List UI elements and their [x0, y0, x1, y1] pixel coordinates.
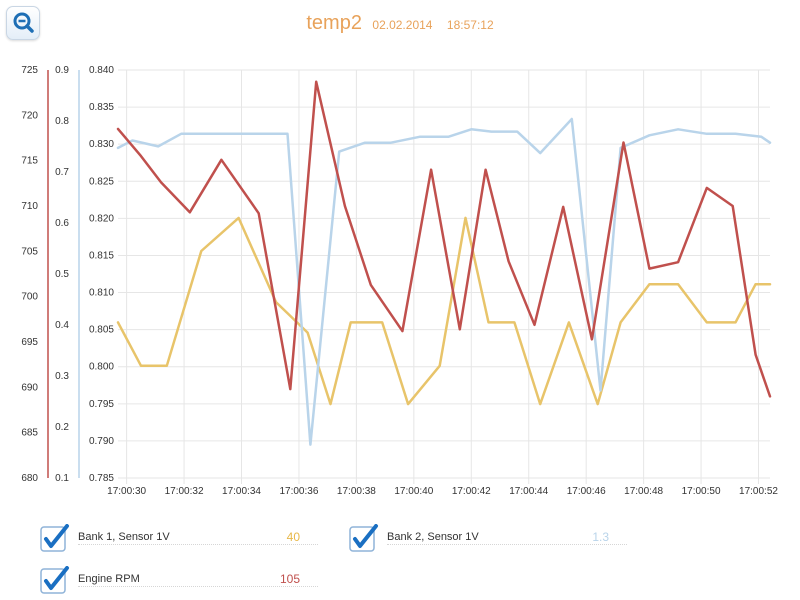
legend-label: Bank 1, Sensor 1V: [78, 531, 170, 543]
y-tick-label-bank2: 0.805: [89, 325, 114, 336]
y-tick-label-bank1: 0.8: [55, 116, 69, 127]
x-tick-label: 17:00:36: [279, 486, 318, 497]
x-tick-label: 17:00:50: [682, 486, 721, 497]
y-tick-label-bank2: 0.810: [89, 288, 114, 299]
x-tick-label: 17:00:38: [337, 486, 376, 497]
series-line-bank2: [116, 117, 772, 446]
y-tick-label-rpm: 710: [21, 201, 38, 212]
chart-title-date: 02.02.2014: [372, 18, 433, 32]
y-tick-label-bank2: 0.835: [89, 102, 114, 113]
checkbox-checked-icon[interactable]: [40, 566, 70, 596]
legend-value: 40: [286, 530, 300, 544]
legend-label: Engine RPM: [78, 573, 140, 585]
legend-leader: [387, 544, 627, 545]
x-tick-label: 17:00:30: [107, 486, 146, 497]
y-tick-label-bank2: 0.795: [89, 399, 114, 410]
y-tick-label-bank1: 0.5: [55, 269, 69, 280]
legend-value: 1.3: [592, 530, 609, 544]
legend-leader: [78, 586, 318, 587]
y-tick-label-bank2: 0.825: [89, 176, 114, 187]
y-tick-label-bank1: 0.1: [55, 473, 69, 484]
y-tick-label-rpm: 685: [21, 428, 38, 439]
x-tick-label: 17:00:32: [165, 486, 204, 497]
y-tick-label-bank1: 0.7: [55, 167, 69, 178]
y-tick-label-rpm: 690: [21, 382, 38, 393]
x-tick-label: 17:00:52: [739, 486, 778, 497]
y-tick-label-bank2: 0.790: [89, 436, 114, 447]
y-tick-label-rpm: 720: [21, 110, 38, 121]
y-tick-label-rpm: 700: [21, 292, 38, 303]
series-line-bank1: [116, 216, 772, 406]
y-tick-label-bank2: 0.785: [89, 473, 114, 484]
legend-leader: [78, 544, 318, 545]
y-tick-label-bank2: 0.840: [89, 65, 114, 76]
y-tick-label-bank1: 0.4: [55, 320, 69, 331]
line-chart: 17:00:30 17:00:32 17:00:34 17:00:36 17:00:38…: [21, 65, 778, 497]
chart-title: temp2 02.02.2014 18:57:12: [0, 12, 800, 35]
legend-label: Bank 2, Sensor 1V: [387, 531, 479, 543]
x-tick-label: 17:00:44: [509, 486, 548, 497]
y-tick-label-bank2: 0.830: [89, 139, 114, 150]
y-tick-label-rpm: 705: [21, 246, 38, 257]
y-tick-label-bank1: 0.3: [55, 371, 69, 382]
x-tick-label: 17:00:42: [452, 486, 491, 497]
y-tick-label-bank1: 0.9: [55, 65, 69, 76]
x-tick-label: 17:00:34: [222, 486, 261, 497]
zoom-out-icon: [13, 12, 34, 33]
checkbox-checked-icon[interactable]: [40, 524, 70, 554]
y-tick-label-bank2: 0.800: [89, 362, 114, 373]
y-tick-label-bank2: 0.820: [89, 213, 114, 224]
y-tick-label-rpm: 680: [21, 473, 38, 484]
chart-title-time: 18:57:12: [446, 18, 494, 32]
y-tick-label-bank1: 0.6: [55, 218, 69, 229]
x-tick-label: 17:00:40: [394, 486, 433, 497]
checkbox-checked-icon[interactable]: [349, 524, 379, 554]
y-tick-label-bank2: 0.815: [89, 250, 114, 261]
x-tick-label: 17:00:46: [567, 486, 606, 497]
y-tick-label-rpm: 715: [21, 156, 38, 167]
chart-title-name: temp2: [306, 12, 362, 34]
y-tick-label-rpm: 725: [21, 65, 38, 76]
x-tick-label: 17:00:48: [624, 486, 663, 497]
y-tick-label-rpm: 695: [21, 337, 38, 348]
zoom-out-button[interactable]: [6, 6, 40, 40]
legend-value: 105: [279, 572, 300, 586]
y-tick-label-bank1: 0.2: [55, 422, 69, 433]
series-line-rpm: [116, 80, 772, 398]
